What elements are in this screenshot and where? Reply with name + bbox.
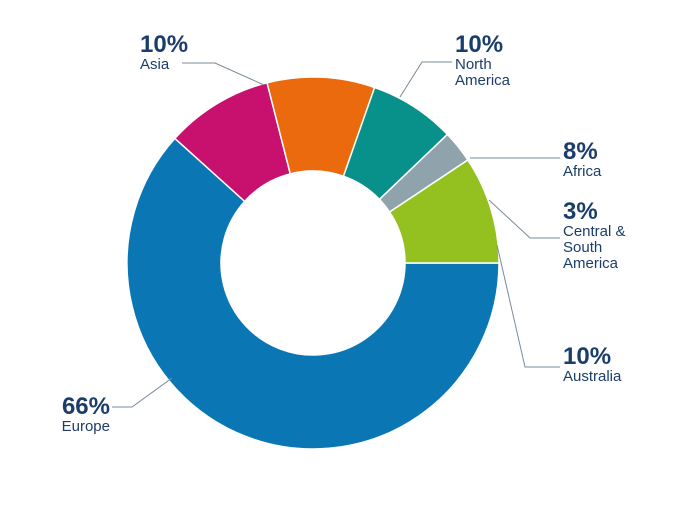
- value-label: 8%: [563, 138, 598, 165]
- slice: [388, 158, 500, 264]
- leader-line: [399, 61, 452, 98]
- slice-label: 10% Asia: [140, 33, 220, 73]
- leader-line: [112, 377, 173, 408]
- value-label: 10%: [563, 343, 612, 370]
- slice-label: 10% Australia: [563, 345, 643, 385]
- category-label: North America: [455, 56, 511, 89]
- value-label: 3%: [563, 198, 598, 225]
- leader-line: [488, 199, 560, 239]
- slice-label: 3% Central & South America: [563, 200, 648, 272]
- slice-label: 8% Africa: [563, 140, 643, 180]
- leader-line: [182, 62, 265, 86]
- slice-label: 10% North America: [455, 33, 525, 89]
- leader-line: [496, 244, 560, 368]
- category-label: Europe: [61, 418, 110, 435]
- slice: [126, 137, 500, 450]
- value-label: 66%: [61, 393, 110, 420]
- value-label: 10%: [140, 31, 189, 58]
- category-label: Australia: [563, 368, 622, 385]
- slice-label: 66% Europe: [12, 395, 110, 435]
- category-label: Central & South America: [563, 223, 626, 272]
- category-label: Asia: [140, 56, 170, 73]
- category-label: Africa: [563, 163, 602, 180]
- value-label: 10%: [455, 31, 504, 58]
